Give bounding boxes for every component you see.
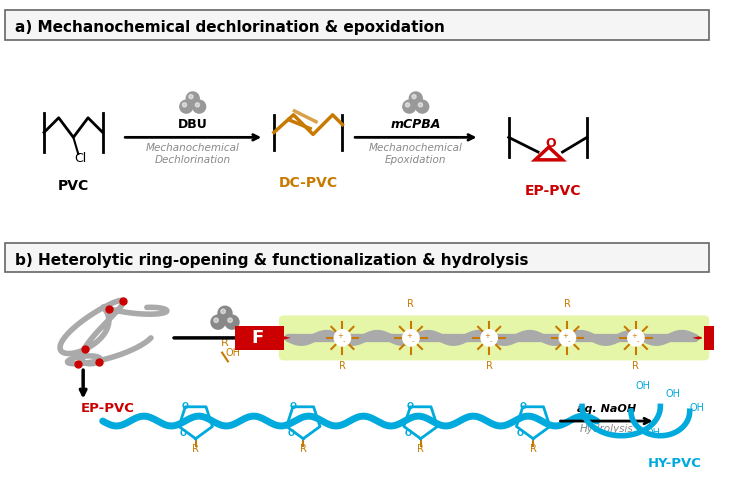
Text: -: - (412, 338, 414, 344)
Text: OH: OH (665, 389, 680, 399)
Text: O: O (289, 402, 296, 412)
Circle shape (560, 330, 575, 346)
Circle shape (418, 103, 423, 107)
Circle shape (416, 100, 429, 113)
Text: mCPBA: mCPBA (391, 118, 441, 131)
Circle shape (334, 330, 350, 346)
Text: HY-PVC: HY-PVC (648, 457, 702, 469)
Text: O: O (180, 429, 187, 438)
Text: -: - (568, 338, 571, 344)
Circle shape (220, 309, 226, 313)
Text: EP-PVC: EP-PVC (81, 402, 134, 415)
Text: EP-PVC: EP-PVC (524, 184, 581, 198)
Circle shape (410, 92, 422, 105)
Text: O: O (407, 402, 414, 412)
Text: R: R (530, 444, 537, 454)
Circle shape (405, 103, 410, 107)
Text: -: - (637, 338, 639, 344)
Text: DBU: DBU (178, 118, 207, 131)
Circle shape (193, 100, 206, 113)
Text: R: R (192, 444, 199, 454)
Circle shape (211, 315, 225, 329)
Text: Mechanochemical
Epoxidation: Mechanochemical Epoxidation (369, 143, 463, 165)
Text: O: O (545, 137, 556, 150)
Text: -: - (343, 338, 345, 344)
Text: Cl: Cl (74, 153, 86, 165)
FancyBboxPatch shape (5, 10, 710, 39)
Text: -: - (490, 338, 492, 344)
Text: R: R (632, 361, 639, 371)
Text: +: + (484, 333, 490, 339)
Text: DC-PVC: DC-PVC (279, 176, 338, 191)
Text: PVC: PVC (58, 179, 89, 193)
Circle shape (214, 318, 218, 323)
Text: OH: OH (226, 348, 240, 359)
Text: O: O (517, 429, 524, 438)
Text: O: O (404, 429, 412, 438)
Text: b) Heterolytic ring-opening & functionalization & hydrolysis: b) Heterolytic ring-opening & functional… (15, 253, 529, 268)
Text: Hydrolysis: Hydrolysis (580, 424, 634, 434)
Text: R: R (407, 298, 415, 309)
Text: R: R (221, 338, 229, 347)
Text: +: + (563, 333, 569, 339)
Text: aq. NaOH: aq. NaOH (577, 404, 636, 414)
Text: a) Mechanochemical dechlorination & epoxidation: a) Mechanochemical dechlorination & epox… (15, 20, 445, 35)
Text: R: R (485, 361, 493, 371)
FancyBboxPatch shape (704, 326, 730, 349)
Text: OH: OH (690, 403, 704, 413)
Text: R: R (564, 298, 571, 309)
Circle shape (180, 100, 193, 113)
Text: F: F (723, 329, 730, 347)
Circle shape (403, 330, 419, 346)
Text: O: O (519, 402, 526, 412)
Text: O: O (287, 429, 294, 438)
Circle shape (196, 103, 199, 107)
Circle shape (412, 95, 416, 99)
Text: +: + (337, 333, 343, 339)
Text: OH: OH (636, 381, 651, 391)
Text: O: O (182, 402, 188, 412)
Text: +: + (406, 333, 412, 339)
FancyBboxPatch shape (279, 315, 710, 361)
Text: OH: OH (645, 428, 661, 438)
FancyBboxPatch shape (5, 243, 710, 272)
Circle shape (628, 330, 644, 346)
Text: +: + (631, 333, 637, 339)
Text: R: R (300, 444, 307, 454)
FancyBboxPatch shape (235, 326, 284, 349)
Text: R: R (418, 444, 424, 454)
Text: Mechanochemical
Dechlorination: Mechanochemical Dechlorination (146, 143, 239, 165)
Circle shape (481, 330, 497, 346)
Text: R: R (339, 361, 346, 371)
Circle shape (218, 306, 232, 320)
Circle shape (182, 103, 187, 107)
Text: F: F (251, 329, 264, 347)
Circle shape (186, 92, 199, 105)
Circle shape (403, 100, 416, 113)
Circle shape (225, 315, 239, 329)
Circle shape (189, 95, 193, 99)
Circle shape (228, 318, 232, 323)
